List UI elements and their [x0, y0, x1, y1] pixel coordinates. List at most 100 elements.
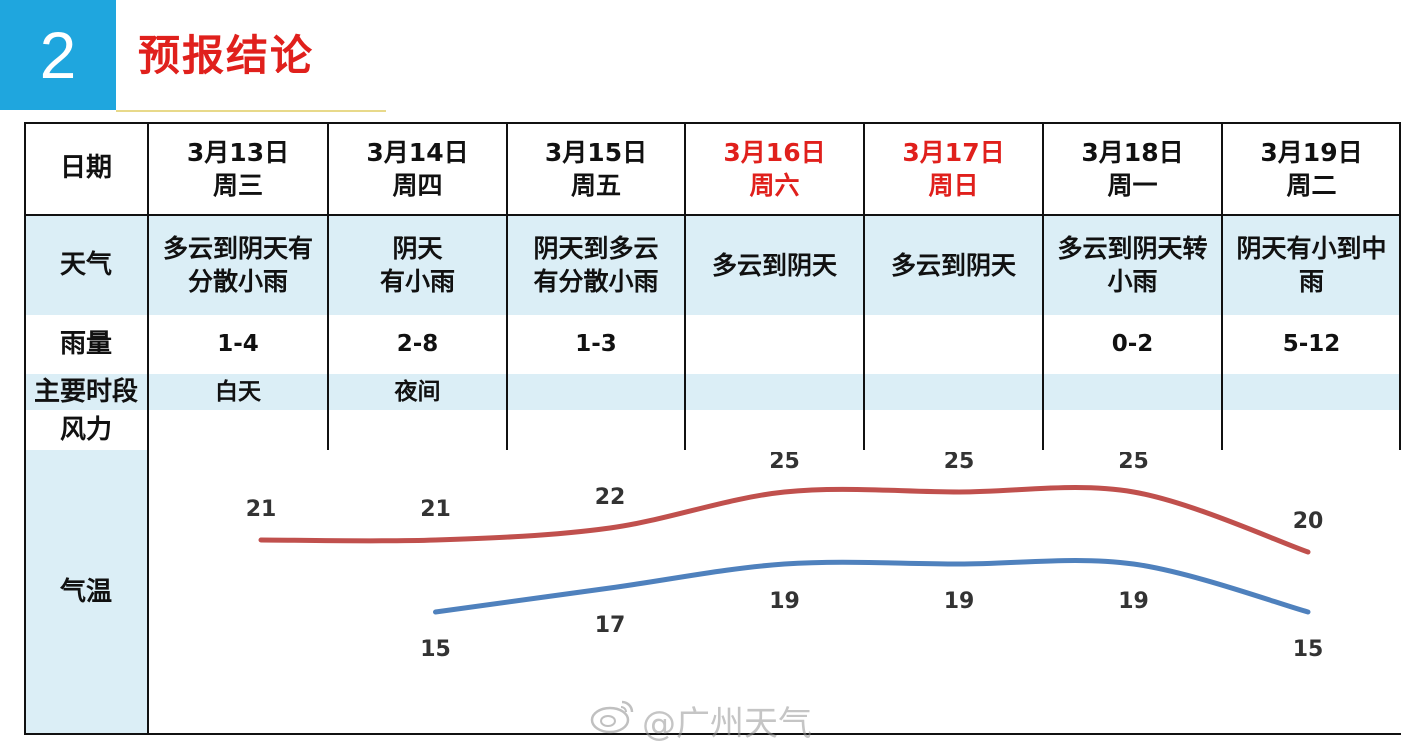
data-label: 20	[1293, 509, 1324, 534]
date-text: 3月19日	[1260, 137, 1363, 167]
weekday-text: 周日	[928, 170, 979, 200]
section-number-box: 2	[0, 0, 116, 110]
weekday-text: 周五	[570, 170, 621, 200]
forecast-table: 日期 天气 雨量 主要时段 风力 气温 3月13日 周三 多云到阴天有 分散小雨 1-4 白天 3月14…	[24, 122, 1401, 735]
weather-text: 有分散小雨	[533, 267, 659, 296]
rain-value: 1-3	[575, 331, 617, 357]
grid-line	[684, 122, 686, 450]
wind-cell-3	[685, 410, 864, 450]
date-text: 3月18日	[1081, 137, 1184, 167]
rain-cell-6: 5-12	[1222, 315, 1401, 374]
row-label-temp: 气温	[24, 450, 148, 735]
weekday-text: 周四	[392, 170, 443, 200]
data-label: 25	[769, 452, 800, 474]
temperature-chart: 21 21 22 25 25 25 20 15 17 19 19 19 15	[246, 452, 1324, 662]
grid-line	[1399, 122, 1401, 450]
row-label-text: 天气	[59, 249, 112, 280]
date-header-4: 3月17日 周日	[864, 122, 1043, 215]
grid-line	[24, 733, 1401, 735]
period-cell-0: 白天	[148, 374, 328, 410]
wind-cell-2	[507, 410, 685, 450]
row-label-text: 风力	[59, 414, 112, 445]
weather-text: 多云到阴天有	[162, 234, 313, 263]
grid-line	[24, 122, 26, 735]
period-cell-3	[685, 374, 864, 410]
row-label-text: 主要时段	[33, 376, 138, 407]
grid-line	[147, 122, 149, 735]
wind-cell-1	[328, 410, 507, 450]
watermark-text: @广州天气	[642, 704, 812, 744]
period-value: 白天	[215, 378, 261, 405]
rain-cell-0: 1-4	[148, 315, 328, 374]
row-label-date: 日期	[24, 122, 148, 215]
data-label: 22	[595, 485, 626, 510]
weather-text: 多云到阴天	[890, 250, 1016, 280]
rain-cell-1: 2-8	[328, 315, 507, 374]
date-header-3: 3月16日 周六	[685, 122, 864, 215]
grid-line	[327, 122, 329, 450]
data-label: 21	[420, 497, 451, 522]
rain-cell-3	[685, 315, 864, 374]
weekday-text: 周二	[1286, 170, 1337, 200]
rain-value: 0-2	[1111, 331, 1154, 357]
weekday-text: 周一	[1107, 170, 1158, 200]
weibo-icon	[590, 698, 636, 743]
data-label: 15	[1293, 637, 1324, 662]
data-label: 19	[769, 589, 800, 614]
date-text: 3月14日	[366, 137, 469, 167]
weather-text: 多云到阴天	[711, 250, 837, 280]
rain-value: 5-12	[1282, 331, 1341, 357]
grid-line	[24, 122, 1401, 124]
data-label: 17	[595, 613, 626, 638]
weather-text: 多云到阴天转	[1057, 234, 1208, 263]
watermark: @广州天气	[590, 696, 812, 745]
data-label: 19	[1118, 589, 1149, 614]
weather-cell-5: 多云到阴天转 小雨	[1043, 215, 1222, 315]
data-label: 25	[1118, 452, 1149, 474]
row-shade	[24, 215, 1401, 315]
date-header-6: 3月19日 周二	[1222, 122, 1401, 215]
date-header-5: 3月18日 周一	[1043, 122, 1222, 215]
date-text: 3月17日	[902, 137, 1005, 167]
data-label: 21	[246, 497, 277, 522]
weather-text: 分散小雨	[187, 267, 288, 296]
grid-line	[1221, 122, 1223, 450]
weather-cell-2: 阴天到多云有分散小雨	[507, 215, 685, 315]
grid-line	[1042, 122, 1044, 450]
weather-cell-1: 阴天 有小雨	[328, 215, 507, 315]
row-shade	[24, 374, 1401, 410]
row-label-rain: 雨量	[24, 315, 148, 374]
data-label: 25	[944, 452, 975, 474]
weather-cell-4: 多云到阴天	[864, 215, 1043, 315]
section-number: 2	[39, 18, 77, 92]
wind-cell-4	[864, 410, 1043, 450]
title-underline	[116, 110, 386, 112]
rain-value: 2-8	[396, 331, 439, 357]
row-label-wind: 风力	[24, 410, 148, 450]
weather-text: 阴天到多云	[533, 234, 659, 263]
weather-text: 小雨	[1107, 267, 1158, 296]
date-text: 3月13日	[186, 137, 290, 167]
grid-line	[506, 122, 508, 450]
rain-value: 1-4	[217, 331, 259, 357]
grid-line	[24, 214, 1401, 216]
data-label: 15	[420, 637, 451, 662]
rain-cell-2: 1-3	[507, 315, 685, 374]
temp-label-shade	[24, 450, 148, 735]
rain-cell-4	[864, 315, 1043, 374]
date-text: 3月15日	[544, 137, 648, 167]
weather-cell-0: 多云到阴天有 分散小雨	[148, 215, 328, 315]
date-header-1: 3月14日 周四	[328, 122, 507, 215]
row-label-period: 主要时段	[24, 374, 148, 410]
date-header-0: 3月13日 周三	[148, 122, 328, 215]
wind-cell-6	[1222, 410, 1401, 450]
row-label-weather: 天气	[24, 215, 148, 315]
weekday-text: 周三	[212, 170, 263, 200]
grid-line	[863, 122, 865, 450]
wind-cell-5	[1043, 410, 1222, 450]
period-value: 夜间	[394, 378, 441, 405]
weather-cell-3: 多云到阴天	[685, 215, 864, 315]
weather-text: 阴天有小到中	[1236, 234, 1387, 263]
series-line-1	[433, 557, 1311, 615]
period-cell-2	[507, 374, 685, 410]
